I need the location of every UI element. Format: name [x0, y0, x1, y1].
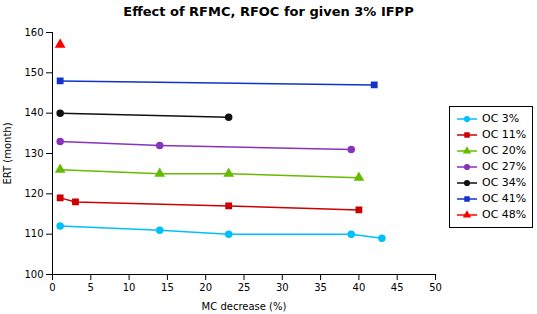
svg-text:100: 100: [24, 269, 43, 280]
svg-text:20: 20: [199, 282, 212, 293]
html-text:OC 41%: OC 41%: [482, 192, 527, 205]
svg-text:40: 40: [353, 282, 366, 293]
svg-text:35: 35: [314, 282, 327, 293]
svg-text:160: 160: [24, 27, 43, 38]
svg-text:ERT (month): ERT (month): [2, 122, 13, 184]
html-text:OC 11%: OC 11%: [482, 128, 527, 141]
svg-text:25: 25: [238, 282, 251, 293]
svg-text:150: 150: [24, 67, 43, 78]
html-text:OC 20%: OC 20%: [482, 144, 527, 157]
svg-text:130: 130: [24, 148, 43, 159]
html-text:OC 27%: OC 27%: [482, 160, 527, 173]
svg-text:45: 45: [391, 282, 404, 293]
svg-text:15: 15: [161, 282, 174, 293]
svg-text:120: 120: [24, 188, 43, 199]
svg-text:5: 5: [88, 282, 94, 293]
svg-text:140: 140: [24, 107, 43, 118]
svg-text:50: 50: [429, 282, 442, 293]
svg-text:10: 10: [123, 282, 136, 293]
html-text:OC 34%: OC 34%: [482, 176, 527, 189]
svg-text:110: 110: [24, 228, 43, 239]
html-text:Effect of RFMC, RFOC for given: Effect of RFMC, RFOC for given 3% IFPP: [123, 4, 414, 19]
svg-text:30: 30: [276, 282, 289, 293]
svg-text:0: 0: [49, 282, 55, 293]
svg-text:MC decrease (%): MC decrease (%): [202, 301, 287, 312]
html-text:OC 48%: OC 48%: [482, 208, 527, 221]
html-text:OC 3%: OC 3%: [482, 112, 520, 125]
